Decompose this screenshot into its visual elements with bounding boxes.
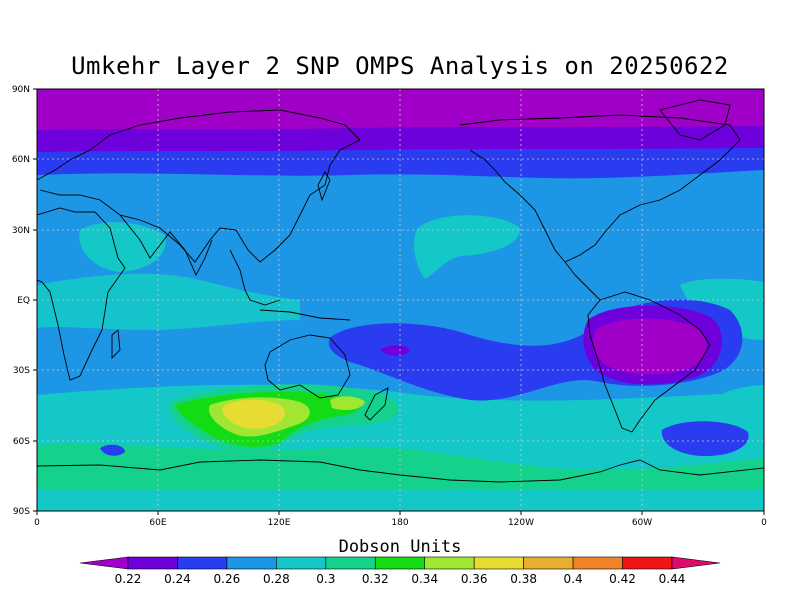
- contour-0.22-north: [37, 89, 764, 130]
- colorbar-swatch: [127, 556, 178, 570]
- contour-0.30-pole: [37, 490, 764, 511]
- colorbar-swatch: [424, 556, 475, 570]
- colorbar-over-triangle: [671, 556, 721, 570]
- lat-tick-label: 60N: [12, 155, 30, 165]
- colorbar-swatch: [572, 556, 623, 570]
- lon-tick-label: 60E: [149, 518, 166, 528]
- colorbar-title: Dobson Units: [338, 537, 462, 557]
- colorbar-swatch: [622, 556, 673, 570]
- colorbar-level-label: 0.34: [411, 572, 438, 586]
- colorbar-swatch: [374, 556, 426, 570]
- colorbar-level-label: 0.3: [316, 572, 335, 586]
- lat-axis: 90N 60N 30N EQ 30S 60S 90S: [12, 85, 37, 517]
- lat-tick-label: EQ: [17, 296, 30, 306]
- lon-axis: 0 60E 120E 180 120W 60W 0: [34, 511, 767, 528]
- contour-0.36-east: [330, 396, 365, 410]
- lon-tick-label: 0: [34, 518, 40, 528]
- lon-tick-label: 120W: [508, 518, 534, 528]
- lon-tick-label: 60W: [632, 518, 652, 528]
- colorbar-swatch: [523, 556, 574, 570]
- contour-0.30-pacific: [413, 215, 521, 279]
- colorbar-level-label: 0.42: [609, 572, 636, 586]
- coastlines: [37, 99, 764, 483]
- lon-tick-label: 0: [761, 518, 767, 528]
- colorbar-swatch: [177, 556, 228, 570]
- contour-0.38-max: [222, 399, 285, 429]
- lon-tick-label: 120E: [268, 518, 291, 528]
- colorbar-swatch: [276, 556, 327, 570]
- map-title: Umkehr Layer 2 SNP OMPS Analysis on 2025…: [71, 52, 729, 80]
- contour-0.26-south-indian: [100, 444, 125, 456]
- colorbar-level-label: 0.32: [362, 572, 389, 586]
- colorbar-level-label: 0.36: [461, 572, 488, 586]
- grid-lines: [37, 89, 764, 511]
- colorbar-level-label: 0.24: [164, 572, 191, 586]
- lat-tick-label: 60S: [13, 437, 30, 447]
- lon-tick-label: 180: [391, 518, 408, 528]
- lat-tick-label: 30S: [13, 366, 30, 376]
- contour-0.30-satl: [720, 385, 764, 420]
- colorbar-swatch: [325, 556, 376, 570]
- colorbar: 0.22 0.24 0.26 0.28 0.3 0.32 0.34 0.36 0.38 0.4 0.…: [79, 556, 721, 586]
- colorbar-swatch: [473, 556, 524, 570]
- lat-tick-label: 90S: [13, 507, 30, 517]
- contour-fill: [37, 89, 764, 511]
- colorbar-under-triangle: [79, 556, 129, 570]
- contour-0.22-south-america: [592, 318, 707, 375]
- contour-0.30-africa-n: [79, 222, 166, 272]
- colorbar-level-label: 0.38: [510, 572, 537, 586]
- colorbar-level-label: 0.22: [115, 572, 142, 586]
- lat-tick-label: 30N: [12, 226, 30, 236]
- colorbar-swatch: [226, 556, 277, 570]
- colorbar-level-label: 0.26: [214, 572, 241, 586]
- colorbar-level-label: 0.4: [564, 572, 583, 586]
- colorbar-level-label: 0.44: [659, 572, 686, 586]
- colorbar-level-label: 0.28: [263, 572, 290, 586]
- lat-tick-label: 90N: [12, 85, 30, 95]
- contour-0.26-south-atlantic: [661, 421, 749, 456]
- contour-0.24-pacific-small: [380, 345, 410, 356]
- contour-0.30-indian: [37, 273, 300, 330]
